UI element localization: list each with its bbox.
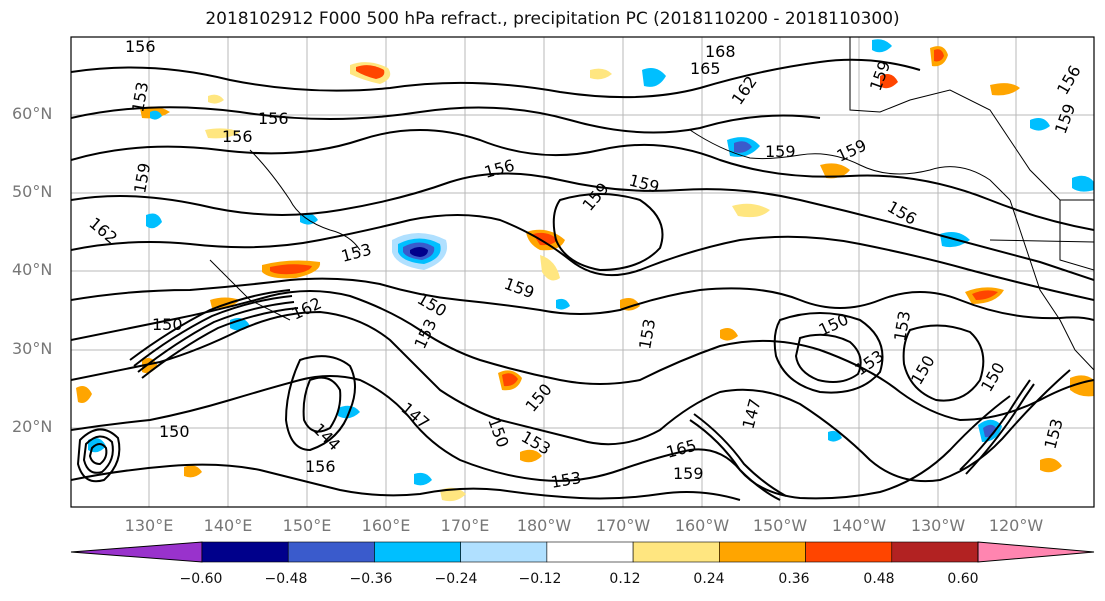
colorbar-cell <box>546 541 634 563</box>
colorbar-tick-label: −0.24 <box>434 571 478 587</box>
colorbar-cell <box>374 541 461 563</box>
colorbar-tick-label: 0.60 <box>947 571 979 587</box>
colorbar-cell <box>891 541 979 563</box>
contour-label: 168 <box>705 42 736 61</box>
contour-label: 165 <box>690 59 721 78</box>
map-frame <box>70 36 1095 508</box>
colorbar-cell <box>805 541 893 563</box>
colorbar-tick-label: 0.36 <box>778 571 810 587</box>
lon-label-150w: 150°W <box>752 516 808 535</box>
colorbar-arrow-low <box>70 541 203 563</box>
contour-label: 156 <box>125 37 156 56</box>
precip-negative-shading <box>88 39 1094 486</box>
contour-label: 156 <box>305 457 336 476</box>
contour-label: 150 <box>152 315 183 334</box>
lat-label-50n: 50°N <box>12 182 53 201</box>
colorbar-tick-label: −0.12 <box>518 571 562 587</box>
colorbar-cell <box>460 541 548 563</box>
colorbar-cell <box>719 541 806 563</box>
lon-label-140e: 140°E <box>203 516 253 535</box>
colorbar-cell <box>287 541 375 563</box>
lon-label-130w: 130°W <box>910 516 966 535</box>
colorbar-tick-label: −0.36 <box>349 571 393 587</box>
lat-label-60n: 60°N <box>12 104 53 123</box>
lon-label-130e: 130°E <box>124 516 174 535</box>
colorbar-cell <box>632 541 720 563</box>
lat-label-30n: 30°N <box>12 339 53 358</box>
lon-label-160w: 160°W <box>674 516 730 535</box>
lon-label-170e: 170°E <box>440 516 490 535</box>
coastlines <box>209 37 1094 371</box>
colorbar-cell <box>201 541 289 563</box>
contour-label: 150 <box>159 422 190 441</box>
colorbar-tick-label: 0.24 <box>693 571 725 587</box>
colorbar-tick-label: −0.48 <box>264 571 308 587</box>
contour-label: 156 <box>258 109 289 128</box>
colorbar-tick-label: 0.48 <box>863 571 895 587</box>
lat-label-20n: 20°N <box>12 417 53 436</box>
chart-title: 2018102912 F000 500 hPa refract., precip… <box>205 9 900 29</box>
colorbar <box>70 541 1095 563</box>
steep-gradient-contours <box>76 289 1035 501</box>
lon-label-180w: 180°W <box>516 516 572 535</box>
lat-label-40n: 40°N <box>12 260 53 279</box>
lon-label-160e: 160°E <box>361 516 411 535</box>
lon-label-170w: 170°W <box>595 516 651 535</box>
contour-label: 156 <box>222 127 253 146</box>
colorbar-tick-label: −0.60 <box>179 571 223 587</box>
colorbar-tick-label: 0.12 <box>609 571 641 587</box>
refractivity-contours <box>71 58 1094 501</box>
contour-label: 159 <box>765 142 796 161</box>
colorbar-arrow-high <box>977 541 1095 563</box>
lon-label-150e: 150°E <box>282 516 332 535</box>
map-background <box>71 37 1094 507</box>
contour-label: 159 <box>673 464 704 483</box>
lon-label-120w: 120°W <box>988 516 1044 535</box>
lon-label-140w: 140°W <box>831 516 887 535</box>
